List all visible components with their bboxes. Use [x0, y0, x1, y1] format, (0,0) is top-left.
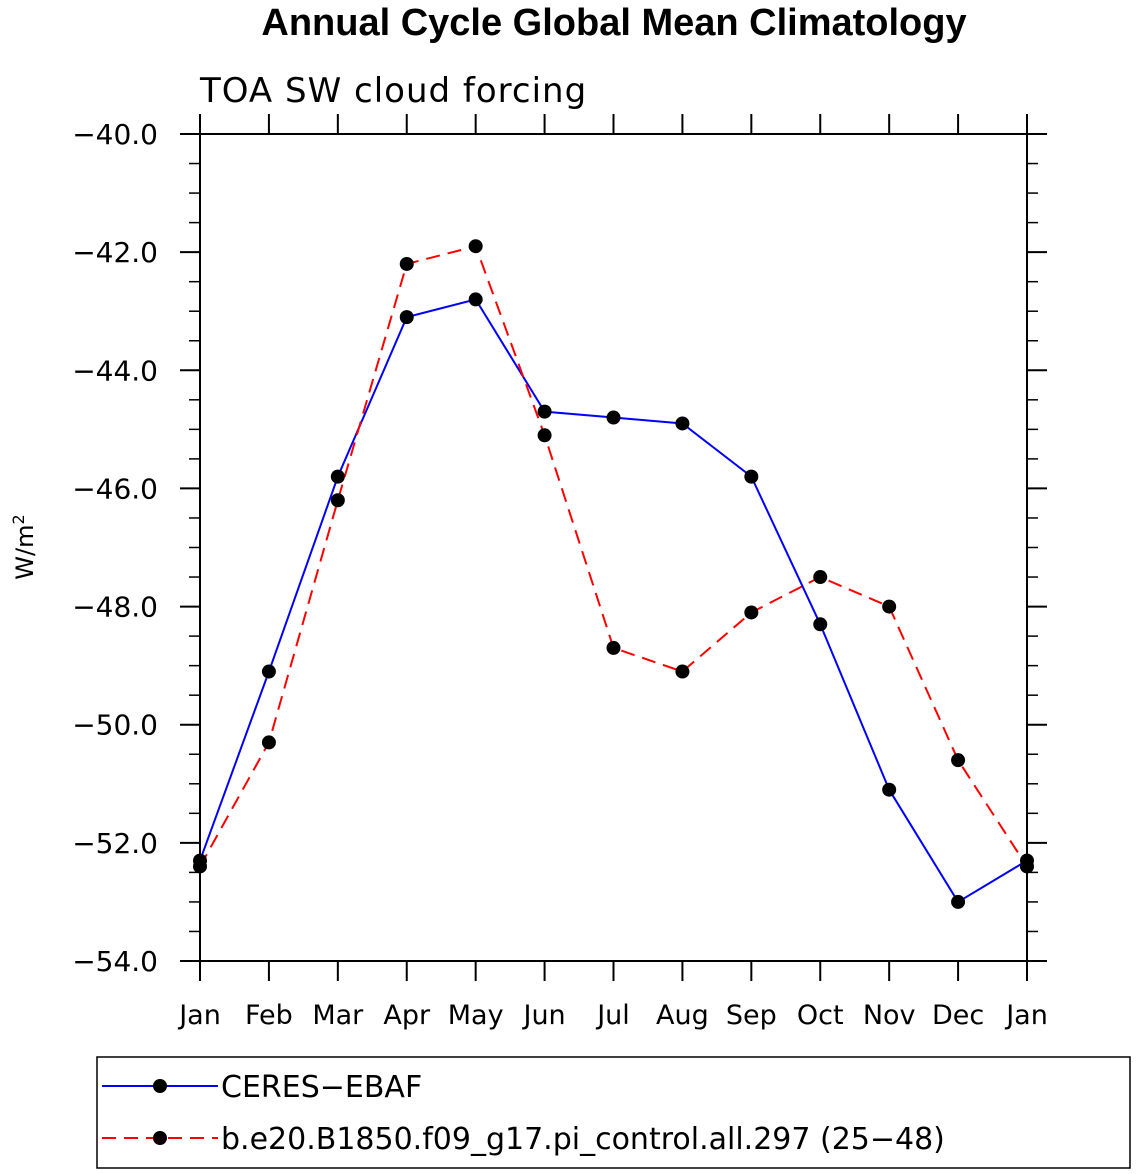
series-1-point: [813, 570, 828, 585]
series-0-point: [537, 404, 552, 419]
y-tick-label: −42.0: [72, 236, 158, 269]
plot-frame: [199, 133, 1028, 962]
series-0-point: [606, 410, 621, 425]
chart-title: Annual Cycle Global Mean Climatology: [261, 2, 966, 44]
chart-subtitle: TOA SW cloud forcing: [199, 71, 587, 111]
y-tick-label: −50.0: [72, 709, 158, 742]
x-tick-label: Jan: [1004, 1000, 1048, 1031]
y-tick-label: −48.0: [72, 591, 158, 624]
x-tick-label: Jul: [595, 1000, 630, 1031]
series-group: [193, 239, 1034, 909]
series-1-point: [468, 239, 483, 254]
y-tick-label: −54.0: [72, 945, 158, 978]
series-0-point: [951, 894, 966, 909]
y-axis-label-text: W/m: [11, 524, 39, 579]
x-tick-labels: Jan Feb Mar Apr May Jun Jul Aug Sep Oct Nov Dec Jan: [177, 1000, 1048, 1031]
series-1-point: [537, 428, 552, 443]
legend: CERES−EBAF b.e20.B1850.f09_g17.pi_contro…: [96, 1056, 1131, 1169]
series-1-point: [744, 605, 759, 620]
series-0-point: [744, 469, 759, 484]
x-tick-label: Oct: [797, 1000, 844, 1031]
y-tick-label: −46.0: [72, 472, 158, 505]
legend-label-ceres-ebaf: CERES−EBAF: [221, 1070, 422, 1105]
series-0-point: [399, 310, 414, 325]
series-1-point: [882, 599, 897, 614]
legend-marker-model: [153, 1131, 167, 1145]
x-tick-label: Apr: [383, 1000, 431, 1031]
series-0-point: [813, 617, 828, 632]
y-tick-label: −52.0: [72, 827, 158, 860]
y-tick-labels: −54.0 −52.0 −50.0 −48.0 −46.0 −44.0 −42.0 −40.0: [72, 118, 158, 978]
series-1-point: [951, 753, 966, 768]
series-1-point: [606, 640, 621, 655]
series-1-point: [261, 735, 276, 750]
series-line-1: [199, 245, 1028, 868]
series-1-point: [399, 256, 414, 271]
y-axis-label-superscript: 2: [9, 514, 28, 524]
y-tick-label: −40.0: [72, 118, 158, 151]
y-tick-label: −44.0: [72, 354, 158, 387]
x-tick-label: Jun: [521, 1000, 565, 1031]
series-1-point: [330, 493, 345, 508]
svg-text:W/m2: W/m2: [9, 514, 39, 579]
x-tick-label: Jan: [177, 1000, 221, 1031]
legend-frame: [96, 1056, 1131, 1169]
series-1-point: [675, 664, 690, 679]
x-tick-label: Feb: [245, 1000, 293, 1031]
legend-marker-ceres-ebaf: [153, 1079, 167, 1093]
y-axis-label: W/m2: [9, 514, 39, 579]
series-0-point: [261, 664, 276, 679]
axis-ticks: [180, 114, 1047, 981]
series-0-point: [675, 416, 690, 431]
x-tick-label: Aug: [656, 1000, 709, 1031]
x-tick-label: Dec: [932, 1000, 984, 1031]
x-tick-label: Nov: [863, 1000, 916, 1031]
series-0-point: [882, 782, 897, 797]
series-line-0: [199, 298, 1028, 904]
x-tick-label: Sep: [726, 1000, 777, 1031]
legend-label-model: b.e20.B1850.f09_g17.pi_control.all.297 (…: [221, 1122, 945, 1157]
series-0-point: [468, 292, 483, 307]
x-tick-label: Mar: [312, 1000, 364, 1031]
series-0-point: [330, 469, 345, 484]
x-tick-label: May: [448, 1000, 504, 1031]
